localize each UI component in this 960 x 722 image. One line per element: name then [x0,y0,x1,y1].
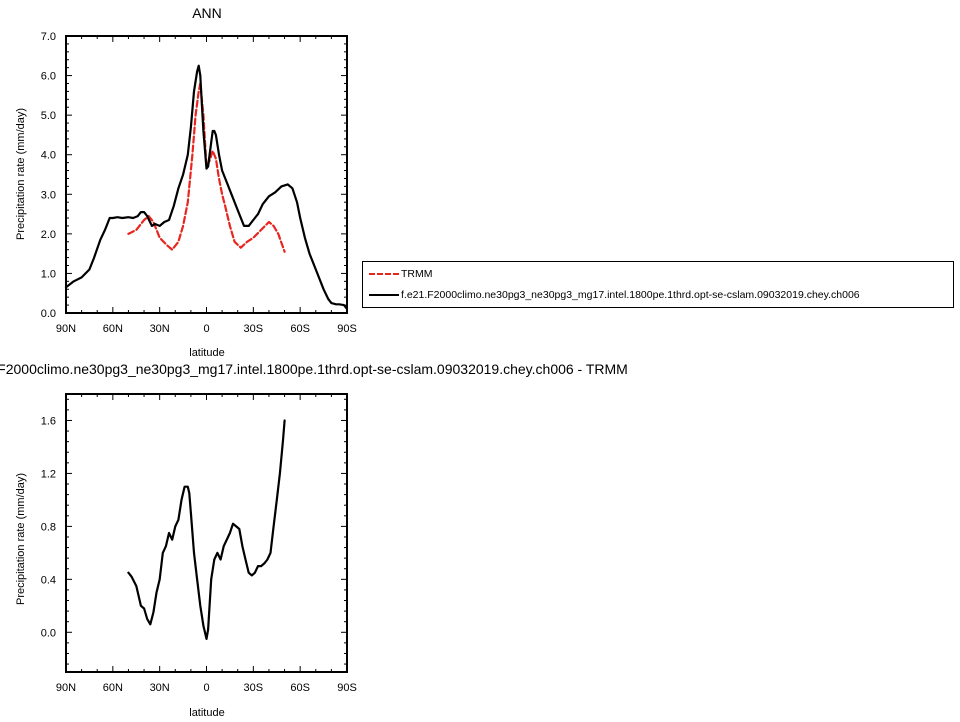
chart-top-xlabel: latitude [189,347,224,359]
chart-bottom-ytick-label: 1.2 [41,468,56,480]
chart-top-frame [65,35,348,314]
chart-top-xtick-label: 60N [103,323,123,335]
chart-top-xtick-label: 90S [337,323,357,335]
chart-top-ylabel: Precipitation rate (mm/day) [15,108,27,240]
legend-item-model: f.e21.F2000climo.ne30pg3_ne30pg3_mg17.in… [369,287,860,303]
chart-bottom-ylabel: Precipitation rate (mm/day) [15,473,27,605]
chart-bottom-ytick-label: 0.8 [41,521,56,533]
chart-top-ytick-label: 5.0 [41,110,56,122]
chart-top-xtick-label: 90N [56,323,76,335]
chart-bottom-xtick-label: 30N [150,682,170,694]
chart-top-ytick-label: 0.0 [41,308,56,320]
legend-swatch-solid [369,294,399,296]
legend-label-trmm: TRMM [401,268,433,280]
chart-top-ytick-label: 7.0 [41,31,56,43]
chart-bottom-xtick-label: 90N [56,682,76,694]
chart-bottom-series-line-0 [127,419,286,641]
chart-bottom-xtick-label: 60S [290,682,310,694]
chart-bottom-ytick-label: 0.0 [41,627,56,639]
chart-top-ytick-label: 2.0 [41,229,56,241]
chart-bottom-ytick-label: 0.4 [41,574,56,586]
legend-label-model: f.e21.F2000climo.ne30pg3_ne30pg3_mg17.in… [401,289,860,301]
chart-top-ticks: 90N 60N 30N 0 30S 60S 90S 0.0 1.0 2.0 3.0 4.0 5.0 6.0… [41,31,357,335]
chart-bottom-ytick-label: 1.6 [41,415,56,427]
chart-bottom-xtick-label: 60N [103,682,123,694]
chart-top-series [64,64,349,311]
chart-bottom-series [127,419,286,641]
chart-bottom-xtick-label: 30S [244,682,264,694]
chart-top-legend: TRMM f.e21.F2000climo.ne30pg3_ne30pg3_mg… [362,261,954,308]
chart-top-ytick-label: 1.0 [41,268,56,280]
chart-bottom-ticks: 90N 60N 30N 0 30S 60S 90S 0.0 0.4 0.8 1.2 1.6 [41,394,357,694]
chart-bottom-xtick-label: 90S [337,682,357,694]
chart-top-series-line-0 [127,82,286,253]
chart-bottom-frame [65,393,348,673]
chart-top: ANN Precipitation rate (mm/day) latitude… [15,5,357,359]
chart-top-ytick-label: 3.0 [41,189,56,201]
chart-top-xtick-label: 30S [244,323,264,335]
chart-top-ytick-label: 4.0 [41,150,56,162]
chart-top-xtick-label: 60S [290,323,310,335]
chart-top-xtick-label: 0 [203,323,209,335]
chart-top-title: ANN [192,5,222,21]
chart-bottom-title: f.e21.F2000climo.ne30pg3_ne30pg3_mg17.in… [0,361,628,377]
chart-bottom: f.e21.F2000climo.ne30pg3_ne30pg3_mg17.in… [0,361,628,719]
legend-swatch-dashed [369,273,399,275]
chart-bottom-xlabel: latitude [189,707,224,719]
legend-item-trmm: TRMM [369,266,433,282]
chart-top-xtick-label: 30N [150,323,170,335]
chart-top-series-line-1 [64,64,349,311]
chart-top-ytick-label: 6.0 [41,71,56,83]
chart-bottom-xtick-label: 0 [203,682,209,694]
